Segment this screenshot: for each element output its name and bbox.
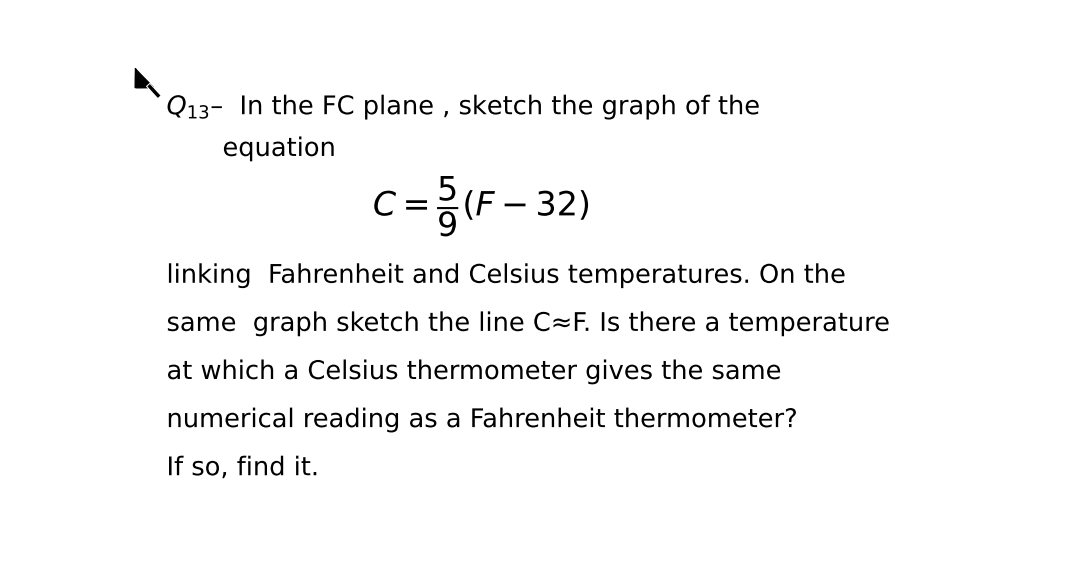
Text: $\mathit{C} = \dfrac{5}{9}(\mathit{F}-32)$: $\mathit{C} = \dfrac{5}{9}(\mathit{F}-32…: [373, 174, 591, 238]
Text: at which a Celsius thermometer gives the same: at which a Celsius thermometer gives the…: [166, 359, 785, 385]
Text: $\mathit{Q}_{13}$–  In the FC plane , sketch the graph of the: $\mathit{Q}_{13}$– In the FC plane , ske…: [166, 92, 762, 122]
Polygon shape: [135, 68, 153, 86]
Text: same  graph sketch the line C≈F. Is there a temperature: same graph sketch the line C≈F. Is there…: [166, 311, 894, 337]
Text: numerical reading as a Fahrenheit thermometer?: numerical reading as a Fahrenheit thermo…: [166, 407, 801, 433]
Text: If so, find it.: If so, find it.: [166, 455, 319, 481]
Text: equation: equation: [222, 136, 336, 162]
Text: linking  Fahrenheit and Celsius temperatures. On the: linking Fahrenheit and Celsius temperatu…: [166, 263, 849, 289]
